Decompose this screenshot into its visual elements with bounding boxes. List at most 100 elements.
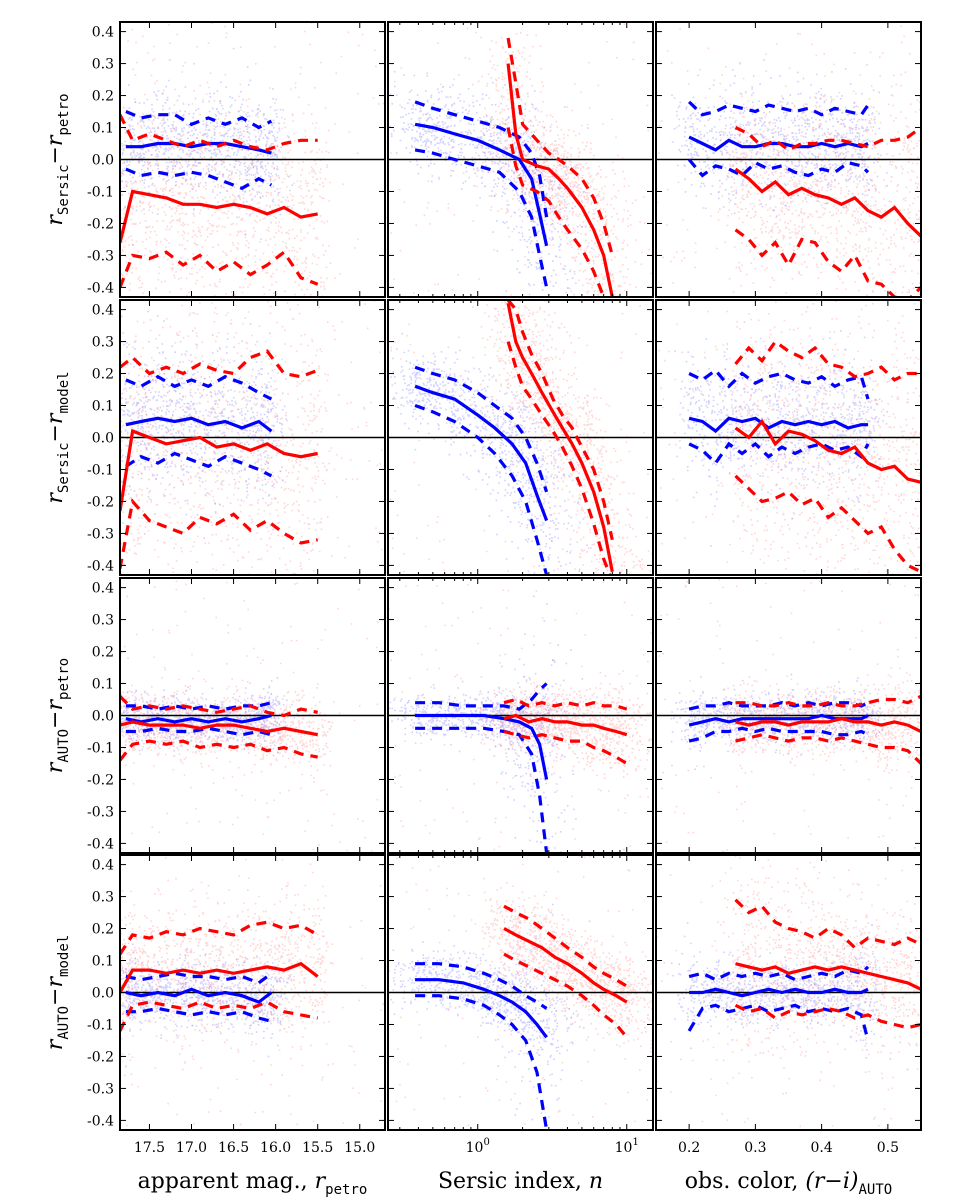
blue-upper-quartile-line xyxy=(414,365,549,493)
y-tick-label: 0.2 xyxy=(92,89,114,105)
blue-upper-quartile-line xyxy=(125,374,273,401)
blue-lower-quartile-line xyxy=(414,403,549,575)
y-tick-label: -0.2 xyxy=(87,1049,114,1065)
y-axis-label: rSersic−rpetro xyxy=(43,93,72,225)
panel-sersic-minus-model-apparent-mag xyxy=(120,300,385,575)
y-tick-label: 0.1 xyxy=(92,121,114,137)
red-median-line xyxy=(506,63,614,297)
blue-median-line xyxy=(415,978,548,1039)
panel-sersic-minus-petro-sersic-index xyxy=(388,22,653,297)
panel-auto-minus-petro-sersic-index xyxy=(388,581,653,853)
blue-upper-quartile-line xyxy=(688,368,870,400)
blue-lower-quartile-line xyxy=(415,726,549,853)
panel-sersic-minus-model-obs-color xyxy=(656,300,921,575)
red-scatter xyxy=(120,300,385,575)
x-tick-label: 0.5 xyxy=(877,1140,899,1156)
red-median-line xyxy=(734,167,921,238)
y-tick-label: 0.1 xyxy=(92,399,114,415)
blue-upper-quartile-line xyxy=(688,701,869,711)
blue-lower-quartile-line xyxy=(125,451,273,478)
red-scatter xyxy=(658,300,921,575)
blue-upper-quartile-line xyxy=(414,100,549,218)
y-tick-label: -0.4 xyxy=(87,280,114,296)
y-tick-label: -0.4 xyxy=(87,836,114,852)
y-tick-label: -0.4 xyxy=(87,1113,114,1129)
y-tick-label: -0.1 xyxy=(87,462,114,478)
panel-sersic-minus-petro-obs-color xyxy=(656,25,921,297)
y-tick-label: -0.3 xyxy=(87,248,114,264)
x-tick-label: 16.0 xyxy=(260,1140,291,1156)
x-tick-label: 17.0 xyxy=(176,1140,207,1156)
y-tick-label: -0.2 xyxy=(87,216,114,232)
blue-median-line xyxy=(414,122,549,247)
red-upper-quartile-line xyxy=(503,697,628,711)
panel-auto-minus-model-obs-color xyxy=(656,855,921,1129)
red-lower-quartile-line xyxy=(120,739,318,762)
blue-lower-quartile-line xyxy=(688,726,869,743)
red-lower-quartile-line xyxy=(503,729,628,765)
scatter-cloud xyxy=(388,300,653,575)
y-tick-label: -0.1 xyxy=(87,184,114,200)
scatter-cloud xyxy=(658,300,921,575)
red-median-line xyxy=(506,302,614,573)
y-tick-label: 0.0 xyxy=(92,431,114,447)
red-upper-quartile-line xyxy=(503,904,628,988)
y-tick-label: 0.2 xyxy=(92,367,114,383)
y-tick-label: -0.4 xyxy=(87,558,114,574)
red-lower-quartile-line xyxy=(120,249,319,288)
y-tick-label: 0.1 xyxy=(92,954,114,970)
panel-sersic-minus-model-sersic-index xyxy=(388,300,653,575)
y-tick-label: 0.2 xyxy=(92,922,114,938)
blue-upper-quartile-line xyxy=(125,971,273,985)
red-median-line xyxy=(503,927,628,1004)
red-median-line xyxy=(503,713,628,737)
y-tick-label: 0.0 xyxy=(92,153,114,169)
y-tick-label: 0.0 xyxy=(92,986,114,1002)
red-median-line xyxy=(120,720,318,737)
y-tick-label: -0.1 xyxy=(87,740,114,756)
y-tick-label: 0.3 xyxy=(92,335,114,351)
blue-median-line xyxy=(689,987,869,998)
y-tick-label: -0.2 xyxy=(87,494,114,510)
y-tick-label: -0.3 xyxy=(87,526,114,542)
blue-median-line xyxy=(125,713,272,724)
y-axis-label: rAUTO−rpetro xyxy=(43,658,72,773)
red-lower-quartile-line xyxy=(120,1000,318,1032)
red-lower-quartile-line xyxy=(506,127,607,297)
x-tick-label: 0.4 xyxy=(810,1140,832,1156)
red-upper-quartile-line xyxy=(734,339,921,382)
red-upper-quartile-line xyxy=(734,898,921,950)
panel-auto-minus-petro-apparent-mag xyxy=(120,580,385,853)
scatter-cloud xyxy=(656,855,921,1129)
red-upper-quartile-line xyxy=(120,349,319,379)
x-tick-label: 16.5 xyxy=(218,1140,249,1156)
y-axis-label: rAUTO−rmodel xyxy=(43,935,72,1050)
y-tick-label: 0.4 xyxy=(92,858,114,874)
x-axis-label-obs-color: obs. color, (r−i)AUTO xyxy=(685,1169,892,1198)
blue-lower-quartile-line xyxy=(125,1006,272,1023)
y-tick-label: -0.3 xyxy=(87,1081,114,1097)
red-upper-quartile-line xyxy=(734,126,921,152)
y-tick-label: -0.3 xyxy=(87,804,114,820)
blue-lower-quartile-line xyxy=(687,1003,870,1041)
scatter-cloud xyxy=(656,25,921,297)
y-tick-label: -0.1 xyxy=(87,1017,114,1033)
red-scatter xyxy=(388,300,653,575)
y-tick-label: 0.3 xyxy=(92,57,114,73)
blue-median-line xyxy=(125,416,273,433)
x-tick-label: 15.0 xyxy=(344,1140,375,1156)
scatter-cloud xyxy=(120,580,379,853)
blue-upper-quartile-line xyxy=(687,100,870,117)
panel-auto-minus-model-apparent-mag xyxy=(120,857,385,1130)
red-lower-quartile-line xyxy=(503,952,629,1039)
red-lower-quartile-line xyxy=(734,228,921,297)
y-tick-label: 0.0 xyxy=(92,709,114,725)
blue-scatter xyxy=(671,59,897,217)
x-tick-label: 100 xyxy=(466,1137,490,1156)
red-upper-quartile-line xyxy=(120,920,319,955)
y-tick-label: 0.3 xyxy=(92,613,114,629)
red-median-line xyxy=(735,717,921,733)
blue-lower-quartile-line xyxy=(125,167,273,191)
x-tick-label: 15.5 xyxy=(302,1140,333,1156)
